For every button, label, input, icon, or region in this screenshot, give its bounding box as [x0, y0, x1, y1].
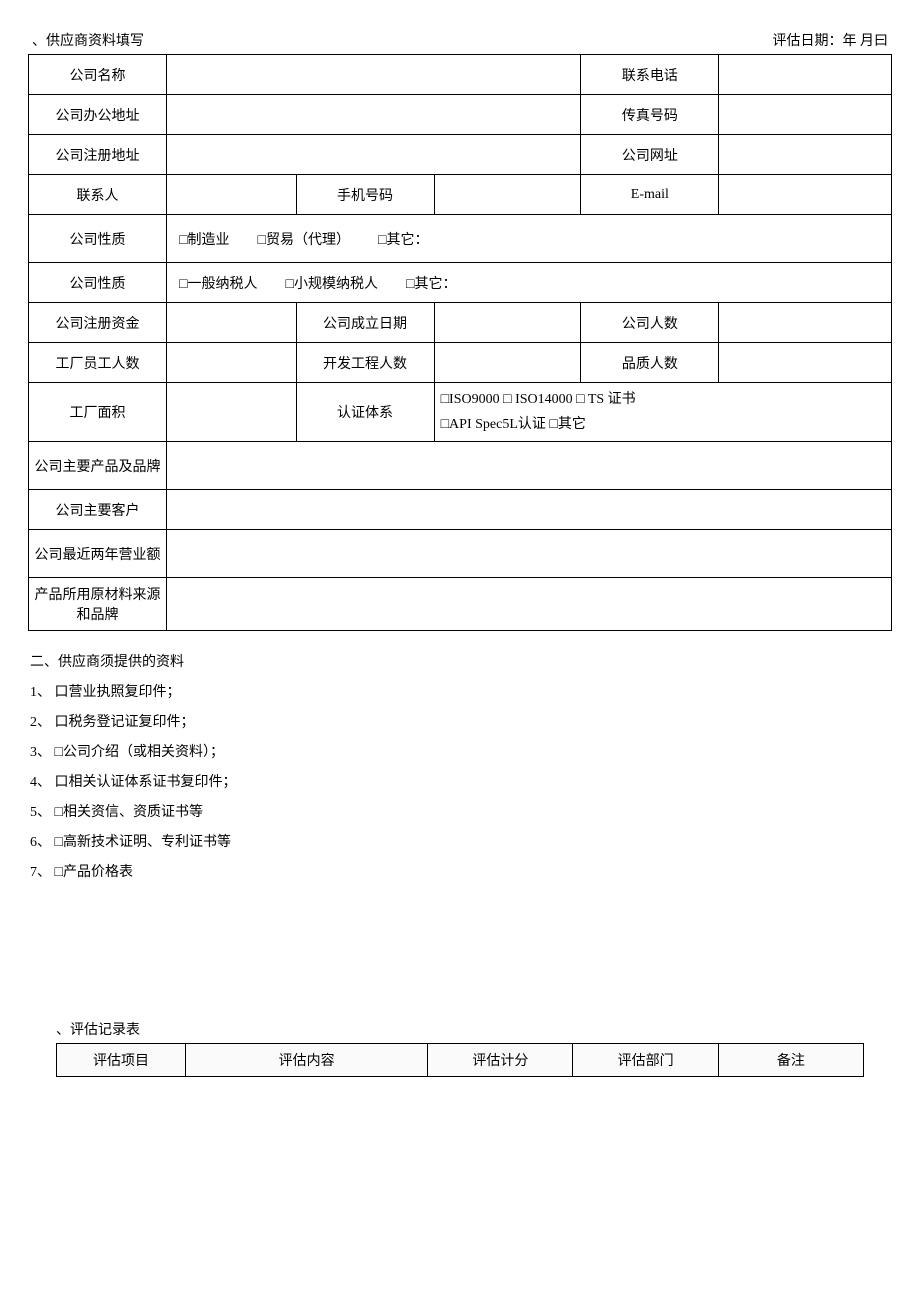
field-contact-phone[interactable] — [719, 55, 892, 95]
label-company-name: 公司名称 — [29, 55, 167, 95]
label-fax: 传真号码 — [581, 95, 719, 135]
field-qa-staff[interactable] — [719, 343, 892, 383]
label-cert-system: 认证体系 — [296, 383, 434, 442]
label-revenue-2y: 公司最近两年营业额 — [29, 530, 167, 578]
doc-item-4: 4、 口相关认证体系证书复印件； — [30, 769, 892, 797]
field-factory-staff[interactable] — [167, 343, 296, 383]
field-est-date[interactable] — [434, 303, 581, 343]
field-headcount[interactable] — [719, 303, 892, 343]
field-office-addr[interactable] — [167, 95, 581, 135]
eval-date-label: 评估日期：年 月曰 — [773, 30, 889, 50]
field-website[interactable] — [719, 135, 892, 175]
nature-a-opt2[interactable]: □贸易（代理） — [258, 229, 350, 249]
nature-b-opt2[interactable]: □小规模纳税人 — [286, 273, 378, 293]
label-est-date: 公司成立日期 — [296, 303, 434, 343]
label-office-addr: 公司办公地址 — [29, 95, 167, 135]
field-factory-area[interactable] — [167, 383, 296, 442]
field-email[interactable] — [719, 175, 892, 215]
field-reg-addr[interactable] — [167, 135, 581, 175]
doc-item-1: 1、 口营业执照复印件； — [30, 679, 892, 707]
label-contact-phone: 联系电话 — [581, 55, 719, 95]
section1-title: 、供应商资料填写 — [32, 30, 144, 50]
field-contact-person[interactable] — [167, 175, 296, 215]
eval-col-item: 评估项目 — [57, 1044, 186, 1077]
doc-item-2: 2、 口税务登记证复印件； — [30, 709, 892, 737]
cert-line2[interactable]: □API Spec5L认证 □其它 — [441, 412, 885, 437]
field-rd-staff[interactable] — [434, 343, 581, 383]
supplier-info-table: 公司名称 联系电话 公司办公地址 传真号码 公司注册地址 公司网址 联系人 手机… — [28, 54, 892, 631]
label-qa-staff: 品质人数 — [581, 343, 719, 383]
nature-b-opt3[interactable]: □其它： — [406, 273, 456, 293]
eval-col-dept: 评估部门 — [573, 1044, 718, 1077]
label-reg-addr: 公司注册地址 — [29, 135, 167, 175]
eval-col-remark: 备注 — [718, 1044, 863, 1077]
field-main-customers[interactable] — [167, 490, 892, 530]
cert-line1[interactable]: □ISO9000 □ ISO14000 □ TS 证书 — [441, 387, 885, 412]
label-mobile: 手机号码 — [296, 175, 434, 215]
nature-b-opt1[interactable]: □一般纳税人 — [179, 273, 257, 293]
label-nature-b: 公司性质 — [29, 263, 167, 303]
field-revenue-2y[interactable] — [167, 530, 892, 578]
label-main-customers: 公司主要客户 — [29, 490, 167, 530]
eval-col-content: 评估内容 — [186, 1044, 428, 1077]
doc-item-3: 3、 □公司介绍（或相关资料）； — [30, 739, 892, 767]
eval-record-table: 评估项目 评估内容 评估计分 评估部门 备注 — [56, 1043, 864, 1077]
field-nature-a[interactable]: □制造业 □贸易（代理） □其它： — [167, 215, 892, 263]
label-headcount: 公司人数 — [581, 303, 719, 343]
label-factory-area: 工厂面积 — [29, 383, 167, 442]
label-contact-person: 联系人 — [29, 175, 167, 215]
doc-item-6: 6、 □高新技术证明、专利证书等 — [30, 829, 892, 857]
eval-col-score: 评估计分 — [428, 1044, 573, 1077]
field-mobile[interactable] — [434, 175, 581, 215]
label-raw-material: 产品所用原材料来源和品牌 — [29, 578, 167, 631]
eval-table-title: 、评估记录表 — [28, 1019, 892, 1039]
field-main-products[interactable] — [167, 442, 892, 490]
doc-item-5: 5、 □相关资信、资质证书等 — [30, 799, 892, 827]
nature-a-opt1[interactable]: □制造业 — [179, 229, 229, 249]
label-reg-capital: 公司注册资金 — [29, 303, 167, 343]
label-email: E-mail — [581, 175, 719, 215]
field-nature-b[interactable]: □一般纳税人 □小规模纳税人 □其它： — [167, 263, 892, 303]
field-reg-capital[interactable] — [167, 303, 296, 343]
label-main-products: 公司主要产品及品牌 — [29, 442, 167, 490]
label-factory-staff: 工厂员工人数 — [29, 343, 167, 383]
label-nature-a: 公司性质 — [29, 215, 167, 263]
field-raw-material[interactable] — [167, 578, 892, 631]
field-cert-system[interactable]: □ISO9000 □ ISO14000 □ TS 证书 □API Spec5L认… — [434, 383, 891, 442]
label-rd-staff: 开发工程人数 — [296, 343, 434, 383]
field-fax[interactable] — [719, 95, 892, 135]
section2-required-docs: 二、供应商须提供的资料 1、 口营业执照复印件； 2、 口税务登记证复印件； 3… — [28, 649, 892, 887]
field-company-name[interactable] — [167, 55, 581, 95]
nature-a-opt3[interactable]: □其它： — [378, 229, 428, 249]
doc-item-7: 7、 □产品价格表 — [30, 859, 892, 887]
section2-title: 二、供应商须提供的资料 — [30, 649, 892, 677]
label-website: 公司网址 — [581, 135, 719, 175]
